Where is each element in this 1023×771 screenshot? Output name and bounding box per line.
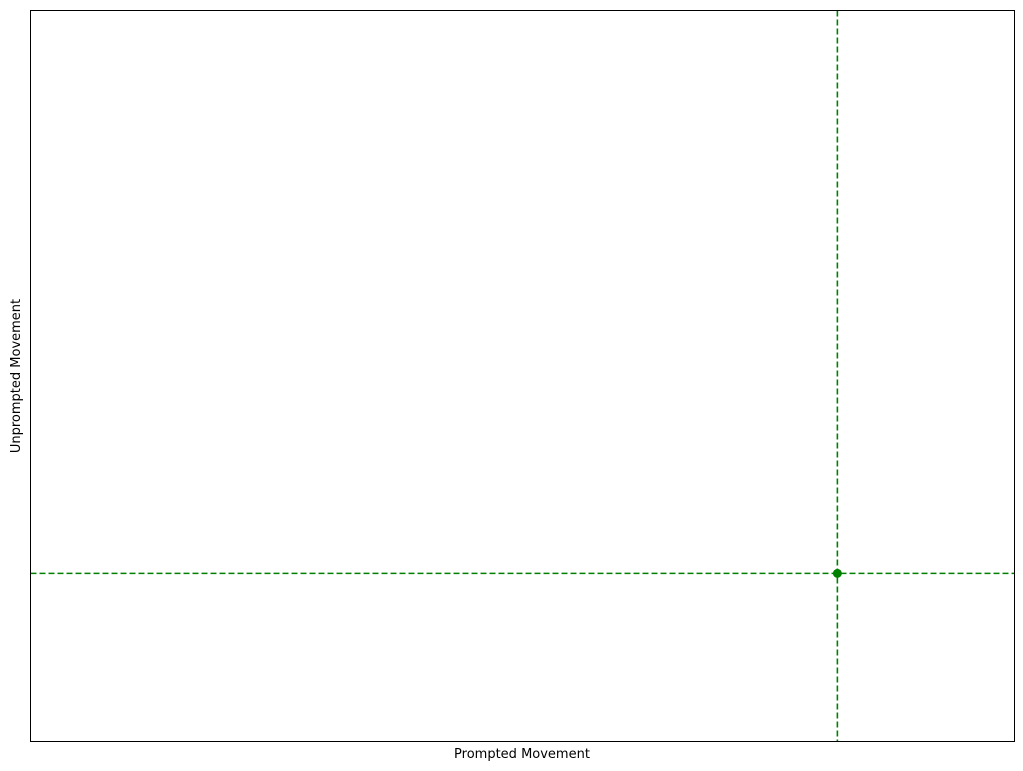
plot-frame: [30, 10, 1015, 742]
plot-background: [30, 10, 1015, 742]
x-axis-label: Prompted Movement: [454, 747, 590, 762]
data-points: [832, 568, 842, 578]
reference-lines: [30, 10, 1015, 742]
y-axis-label: Unprompted Movement: [9, 299, 24, 453]
data-point: [832, 568, 842, 578]
